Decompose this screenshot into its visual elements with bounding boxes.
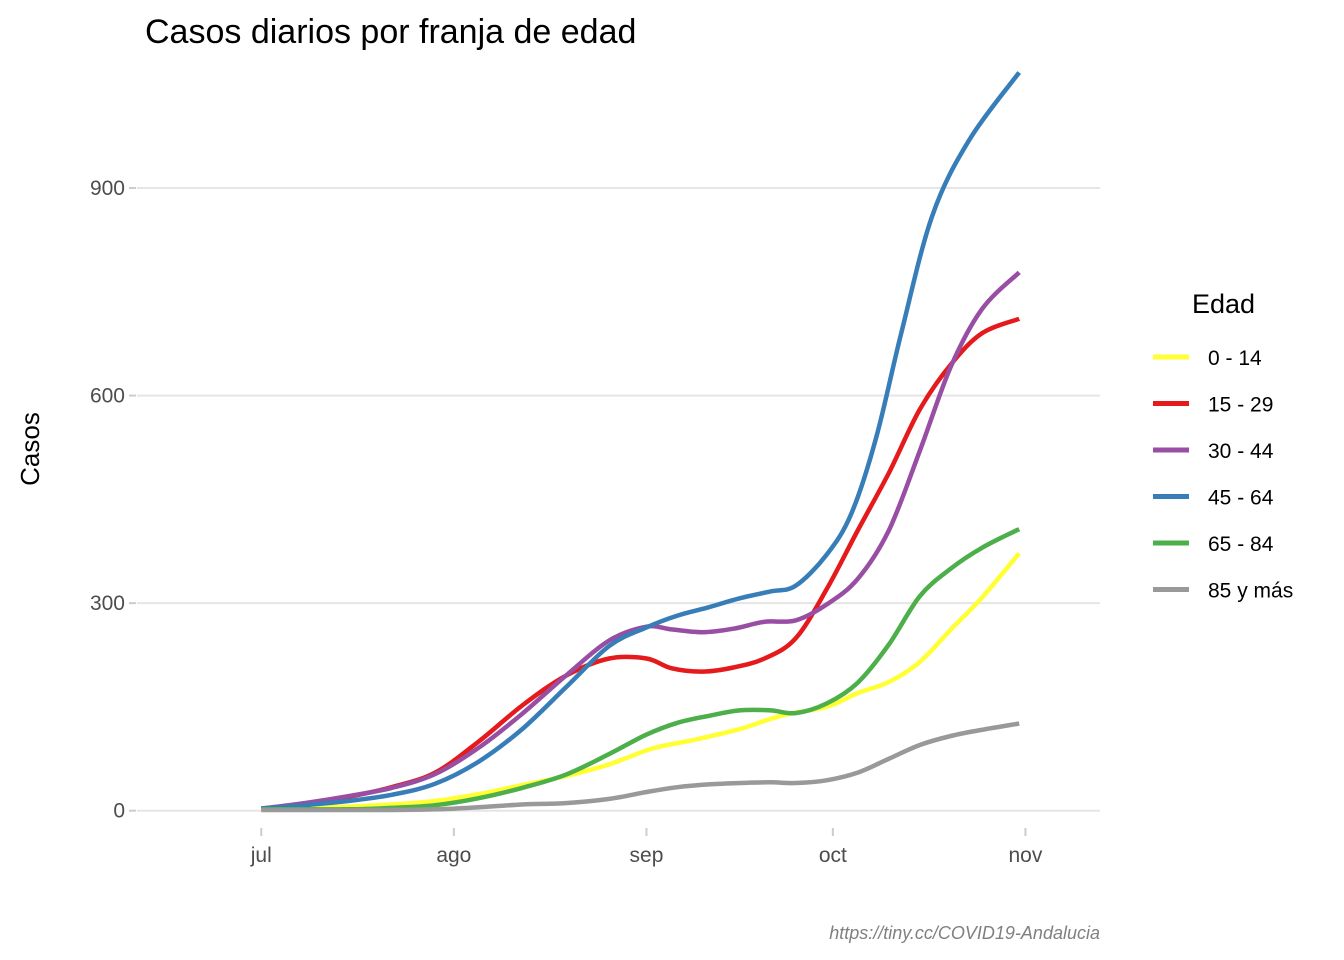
y-tick-label: 600 [90, 385, 125, 408]
x-tick-label: sep [630, 844, 664, 867]
y-axis-title: Casos [15, 412, 45, 486]
legend-item: 45 - 64 [1153, 487, 1274, 510]
series-line-4 [261, 71, 1022, 811]
y-tick-label: 900 [90, 177, 125, 200]
legend-label: 15 - 29 [1208, 394, 1273, 417]
x-axis: jul ago sep oct nov [250, 828, 1043, 867]
series-line-5 [261, 527, 1021, 812]
x-tick-label: jul [250, 844, 272, 867]
x-tick-label: oct [819, 844, 847, 867]
legend-item: 85 y más [1153, 580, 1293, 603]
y-tick-label: 300 [90, 592, 125, 615]
series-line-3 [261, 270, 1021, 811]
legend-label: 0 - 14 [1208, 347, 1262, 370]
series-lines [261, 71, 1022, 813]
x-tick-label: ago [436, 844, 471, 867]
legend-title: Edad [1192, 289, 1255, 319]
legend-item: 0 - 14 [1153, 347, 1262, 370]
legend-label: 85 y más [1208, 580, 1293, 603]
legend-item: 65 - 84 [1153, 533, 1274, 556]
y-axis: 0 300 600 900 [90, 177, 136, 823]
x-tick-label: nov [1009, 844, 1043, 867]
series-line-6 [261, 721, 1020, 813]
gridlines [137, 187, 1100, 812]
legend-label: 45 - 64 [1208, 487, 1274, 510]
legend-item: 15 - 29 [1153, 394, 1273, 417]
series-line-1 [261, 551, 1021, 812]
legend-item: 30 - 44 [1153, 440, 1274, 463]
y-tick-label: 0 [113, 800, 125, 823]
legend-label: 65 - 84 [1208, 533, 1274, 556]
chart-title: Casos diarios por franja de edad [145, 13, 636, 51]
legend: Edad 0 - 14 15 - 29 30 - 44 45 - 64 65 - 84 8… [1153, 289, 1293, 603]
legend-label: 30 - 44 [1208, 440, 1274, 463]
caption: https://tiny.cc/COVID19-Andalucia [829, 923, 1100, 943]
